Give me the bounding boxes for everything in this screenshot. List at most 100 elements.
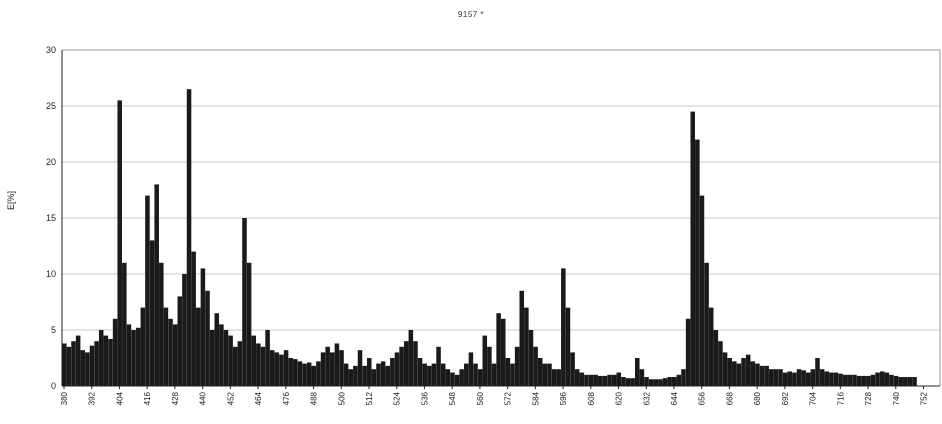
bar — [824, 371, 830, 386]
x-tick-label: 476 — [282, 391, 291, 405]
bar — [602, 375, 608, 386]
bar — [186, 89, 192, 386]
bar — [829, 372, 834, 386]
bar — [736, 363, 742, 386]
bar — [380, 361, 386, 386]
bar — [311, 365, 317, 386]
bar — [501, 318, 506, 386]
bar — [662, 378, 668, 386]
bar — [699, 195, 705, 386]
bar — [163, 307, 169, 386]
bar — [847, 374, 853, 386]
bar — [542, 363, 548, 386]
bar — [279, 354, 284, 386]
bar — [135, 327, 141, 386]
bar — [413, 341, 418, 386]
bar — [89, 345, 95, 386]
bar — [893, 375, 899, 386]
bar — [551, 369, 557, 386]
bar — [491, 363, 497, 386]
bar — [71, 341, 76, 386]
bar — [473, 363, 478, 386]
bar — [316, 361, 321, 386]
bar — [778, 369, 783, 386]
bar — [390, 358, 395, 386]
bar — [191, 251, 196, 386]
bar — [671, 377, 677, 386]
bar — [283, 350, 289, 386]
bar — [417, 358, 423, 386]
bar — [256, 343, 261, 386]
bar — [242, 218, 247, 386]
bar — [209, 330, 215, 386]
bar — [422, 363, 427, 386]
bar — [875, 372, 880, 386]
bar — [496, 313, 501, 386]
bar — [464, 363, 469, 386]
x-tick-label: 752 — [920, 391, 929, 405]
bar — [635, 358, 640, 386]
x-tick-label: 464 — [254, 391, 263, 405]
bar — [85, 352, 90, 386]
x-tick-label: 740 — [892, 391, 901, 405]
bar — [907, 377, 913, 386]
bar — [454, 374, 460, 386]
bar — [787, 371, 793, 386]
bar — [343, 363, 349, 386]
y-tick-label: 15 — [46, 213, 56, 223]
x-tick-label: 392 — [88, 391, 97, 405]
bar — [852, 374, 857, 386]
bar — [302, 363, 307, 386]
bar — [269, 350, 275, 386]
bar — [819, 369, 825, 386]
bar — [690, 111, 695, 386]
bar — [445, 369, 451, 386]
chart-title: 9157 * — [457, 10, 485, 19]
bar — [704, 262, 709, 386]
bar — [625, 378, 631, 386]
bar — [325, 346, 330, 386]
bar — [510, 363, 515, 386]
bar — [75, 335, 81, 386]
bar — [431, 363, 437, 386]
bar — [330, 352, 335, 386]
bar — [172, 324, 178, 386]
bar — [98, 330, 104, 386]
x-tick-label: 608 — [587, 391, 596, 405]
bar — [306, 362, 312, 386]
x-tick-label: 560 — [476, 391, 485, 405]
bar — [759, 365, 765, 386]
bar — [103, 335, 109, 386]
x-tick-label: 692 — [781, 391, 790, 405]
bar — [866, 375, 871, 386]
bar — [773, 369, 779, 386]
y-tick-label: 25 — [46, 101, 56, 111]
bar — [833, 372, 839, 386]
bar — [440, 363, 446, 386]
bar — [755, 363, 760, 386]
bar — [450, 372, 455, 386]
bar — [685, 318, 691, 386]
bar — [732, 361, 737, 386]
x-tick-label: 536 — [420, 391, 429, 405]
x-tick-label: 632 — [642, 391, 651, 405]
bar — [182, 274, 187, 386]
bar — [842, 374, 848, 386]
bar — [611, 374, 617, 386]
bar — [792, 372, 797, 386]
bar — [524, 307, 529, 386]
bar — [713, 330, 719, 386]
bar — [288, 358, 293, 386]
bar — [718, 341, 723, 386]
bar — [219, 324, 224, 386]
y-tick-label: 10 — [46, 269, 56, 279]
bar — [856, 375, 862, 386]
bar — [630, 378, 635, 386]
bar — [889, 374, 894, 386]
bar — [588, 374, 594, 386]
bar — [838, 373, 843, 386]
x-tick-label: 500 — [337, 391, 346, 405]
x-tick-label: 512 — [365, 391, 374, 405]
